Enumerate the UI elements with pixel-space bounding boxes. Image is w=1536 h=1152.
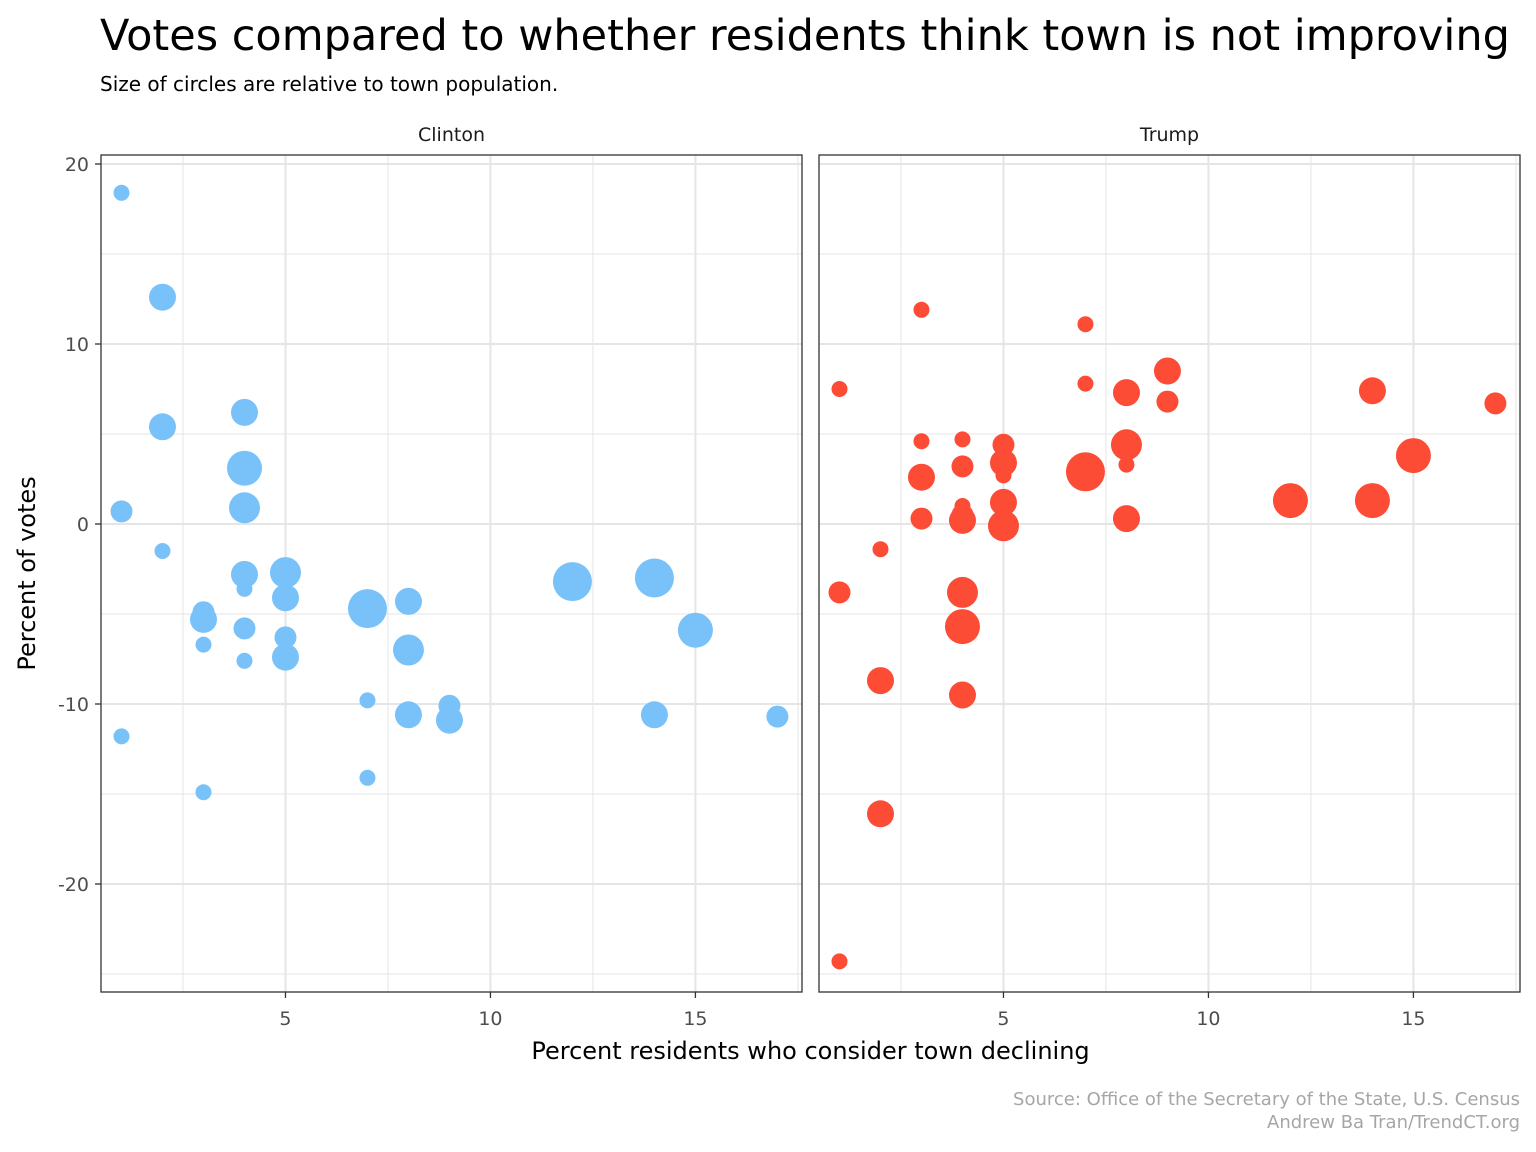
x-axis-title: Percent residents who consider town decl… — [531, 1037, 1089, 1065]
x-tick-label: 5 — [997, 1008, 1009, 1030]
data-point-trump — [1354, 483, 1390, 519]
data-point-trump — [1112, 379, 1140, 407]
data-point-clinton — [113, 184, 130, 201]
facet-label-trump: Trump — [1139, 124, 1199, 146]
data-point-trump — [987, 510, 1019, 542]
data-point-trump — [1395, 438, 1431, 474]
data-point-trump — [1358, 377, 1386, 405]
x-tick-label: 15 — [1401, 1008, 1425, 1030]
data-point-trump — [1156, 390, 1179, 413]
y-tick-label: -10 — [58, 694, 89, 716]
data-point-clinton — [274, 626, 297, 649]
data-point-clinton — [236, 652, 253, 669]
data-point-clinton — [154, 543, 171, 559]
data-point-clinton — [148, 283, 176, 311]
data-point-clinton — [766, 705, 789, 728]
data-point-clinton — [110, 500, 133, 523]
y-tick-label: 10 — [65, 334, 89, 356]
data-point-clinton — [195, 636, 212, 653]
data-point-trump — [866, 800, 894, 828]
data-point-trump — [992, 433, 1015, 456]
x-tick-label: 5 — [279, 1008, 291, 1030]
data-point-clinton — [228, 492, 260, 524]
data-point-trump — [948, 681, 976, 709]
facet-label-clinton: Clinton — [418, 124, 485, 146]
data-point-trump — [989, 488, 1017, 516]
data-point-clinton — [189, 605, 217, 633]
chart-subtitle: Size of circles are relative to town pop… — [100, 72, 559, 96]
data-point-trump — [913, 433, 930, 450]
chart-title: Votes compared to whether residents thin… — [100, 11, 1510, 61]
data-point-clinton — [677, 612, 713, 648]
data-point-trump — [1153, 357, 1181, 385]
y-tick-label: 20 — [65, 154, 89, 176]
source-caption: Source: Office of the Secretary of the S… — [1013, 1088, 1520, 1134]
data-point-clinton — [271, 643, 299, 671]
data-point-trump — [995, 467, 1012, 484]
data-point-clinton — [552, 562, 592, 602]
data-point-trump — [1112, 505, 1140, 533]
panel-border — [818, 154, 1521, 993]
y-tick-label: 0 — [77, 514, 89, 536]
panel-trump: Trump 5 10 15 — [818, 124, 1521, 1030]
data-point-trump — [831, 953, 848, 970]
data-point-clinton — [359, 692, 376, 709]
source-line: Source: Office of the Secretary of the S… — [1013, 1089, 1520, 1110]
panel-clinton: Clinton 5 10 15 — [100, 124, 803, 1030]
data-point-trump — [872, 541, 889, 558]
data-point-clinton — [148, 413, 176, 441]
data-point-trump — [1484, 392, 1507, 415]
data-point-trump — [828, 581, 851, 604]
x-tick-label: 10 — [478, 1008, 502, 1030]
data-point-clinton — [394, 587, 422, 615]
data-point-clinton — [269, 557, 301, 589]
data-point-trump — [944, 609, 980, 645]
data-point-trump — [1077, 316, 1094, 333]
data-point-trump — [1077, 375, 1094, 392]
data-point-trump — [1118, 456, 1135, 473]
data-point-clinton — [113, 728, 130, 745]
data-point-clinton — [347, 589, 387, 629]
data-point-trump — [913, 301, 930, 318]
data-point-clinton — [271, 584, 299, 612]
data-point-trump — [831, 381, 848, 397]
data-point-trump — [907, 463, 935, 491]
data-point-trump — [1065, 452, 1105, 492]
data-point-clinton — [195, 784, 212, 801]
data-point-clinton — [233, 617, 256, 640]
author-line: Andrew Ba Tran/TrendCT.org — [1267, 1112, 1520, 1133]
data-point-trump — [910, 507, 933, 530]
data-point-trump — [946, 576, 978, 608]
data-point-trump — [989, 449, 1017, 477]
panel-border — [100, 154, 803, 993]
data-point-trump — [948, 506, 976, 534]
data-point-trump — [1110, 429, 1142, 461]
data-point-clinton — [226, 450, 262, 486]
y-axis-title: Percent of votes — [13, 476, 41, 670]
x-tick-label: 15 — [683, 1008, 707, 1030]
y-tick-label: -20 — [58, 874, 89, 896]
data-point-trump — [954, 431, 971, 448]
data-point-clinton — [394, 701, 422, 729]
data-point-trump — [866, 667, 894, 695]
data-point-clinton — [640, 701, 668, 729]
data-point-clinton — [230, 398, 258, 426]
data-point-clinton — [392, 634, 424, 666]
data-point-clinton — [230, 560, 258, 588]
data-point-clinton — [435, 706, 463, 734]
data-point-trump — [951, 455, 974, 478]
data-point-clinton — [359, 769, 376, 786]
x-tick-label: 10 — [1196, 1008, 1220, 1030]
data-point-trump — [1272, 483, 1308, 519]
data-point-clinton — [634, 558, 674, 598]
data-point-clinton — [236, 580, 253, 597]
